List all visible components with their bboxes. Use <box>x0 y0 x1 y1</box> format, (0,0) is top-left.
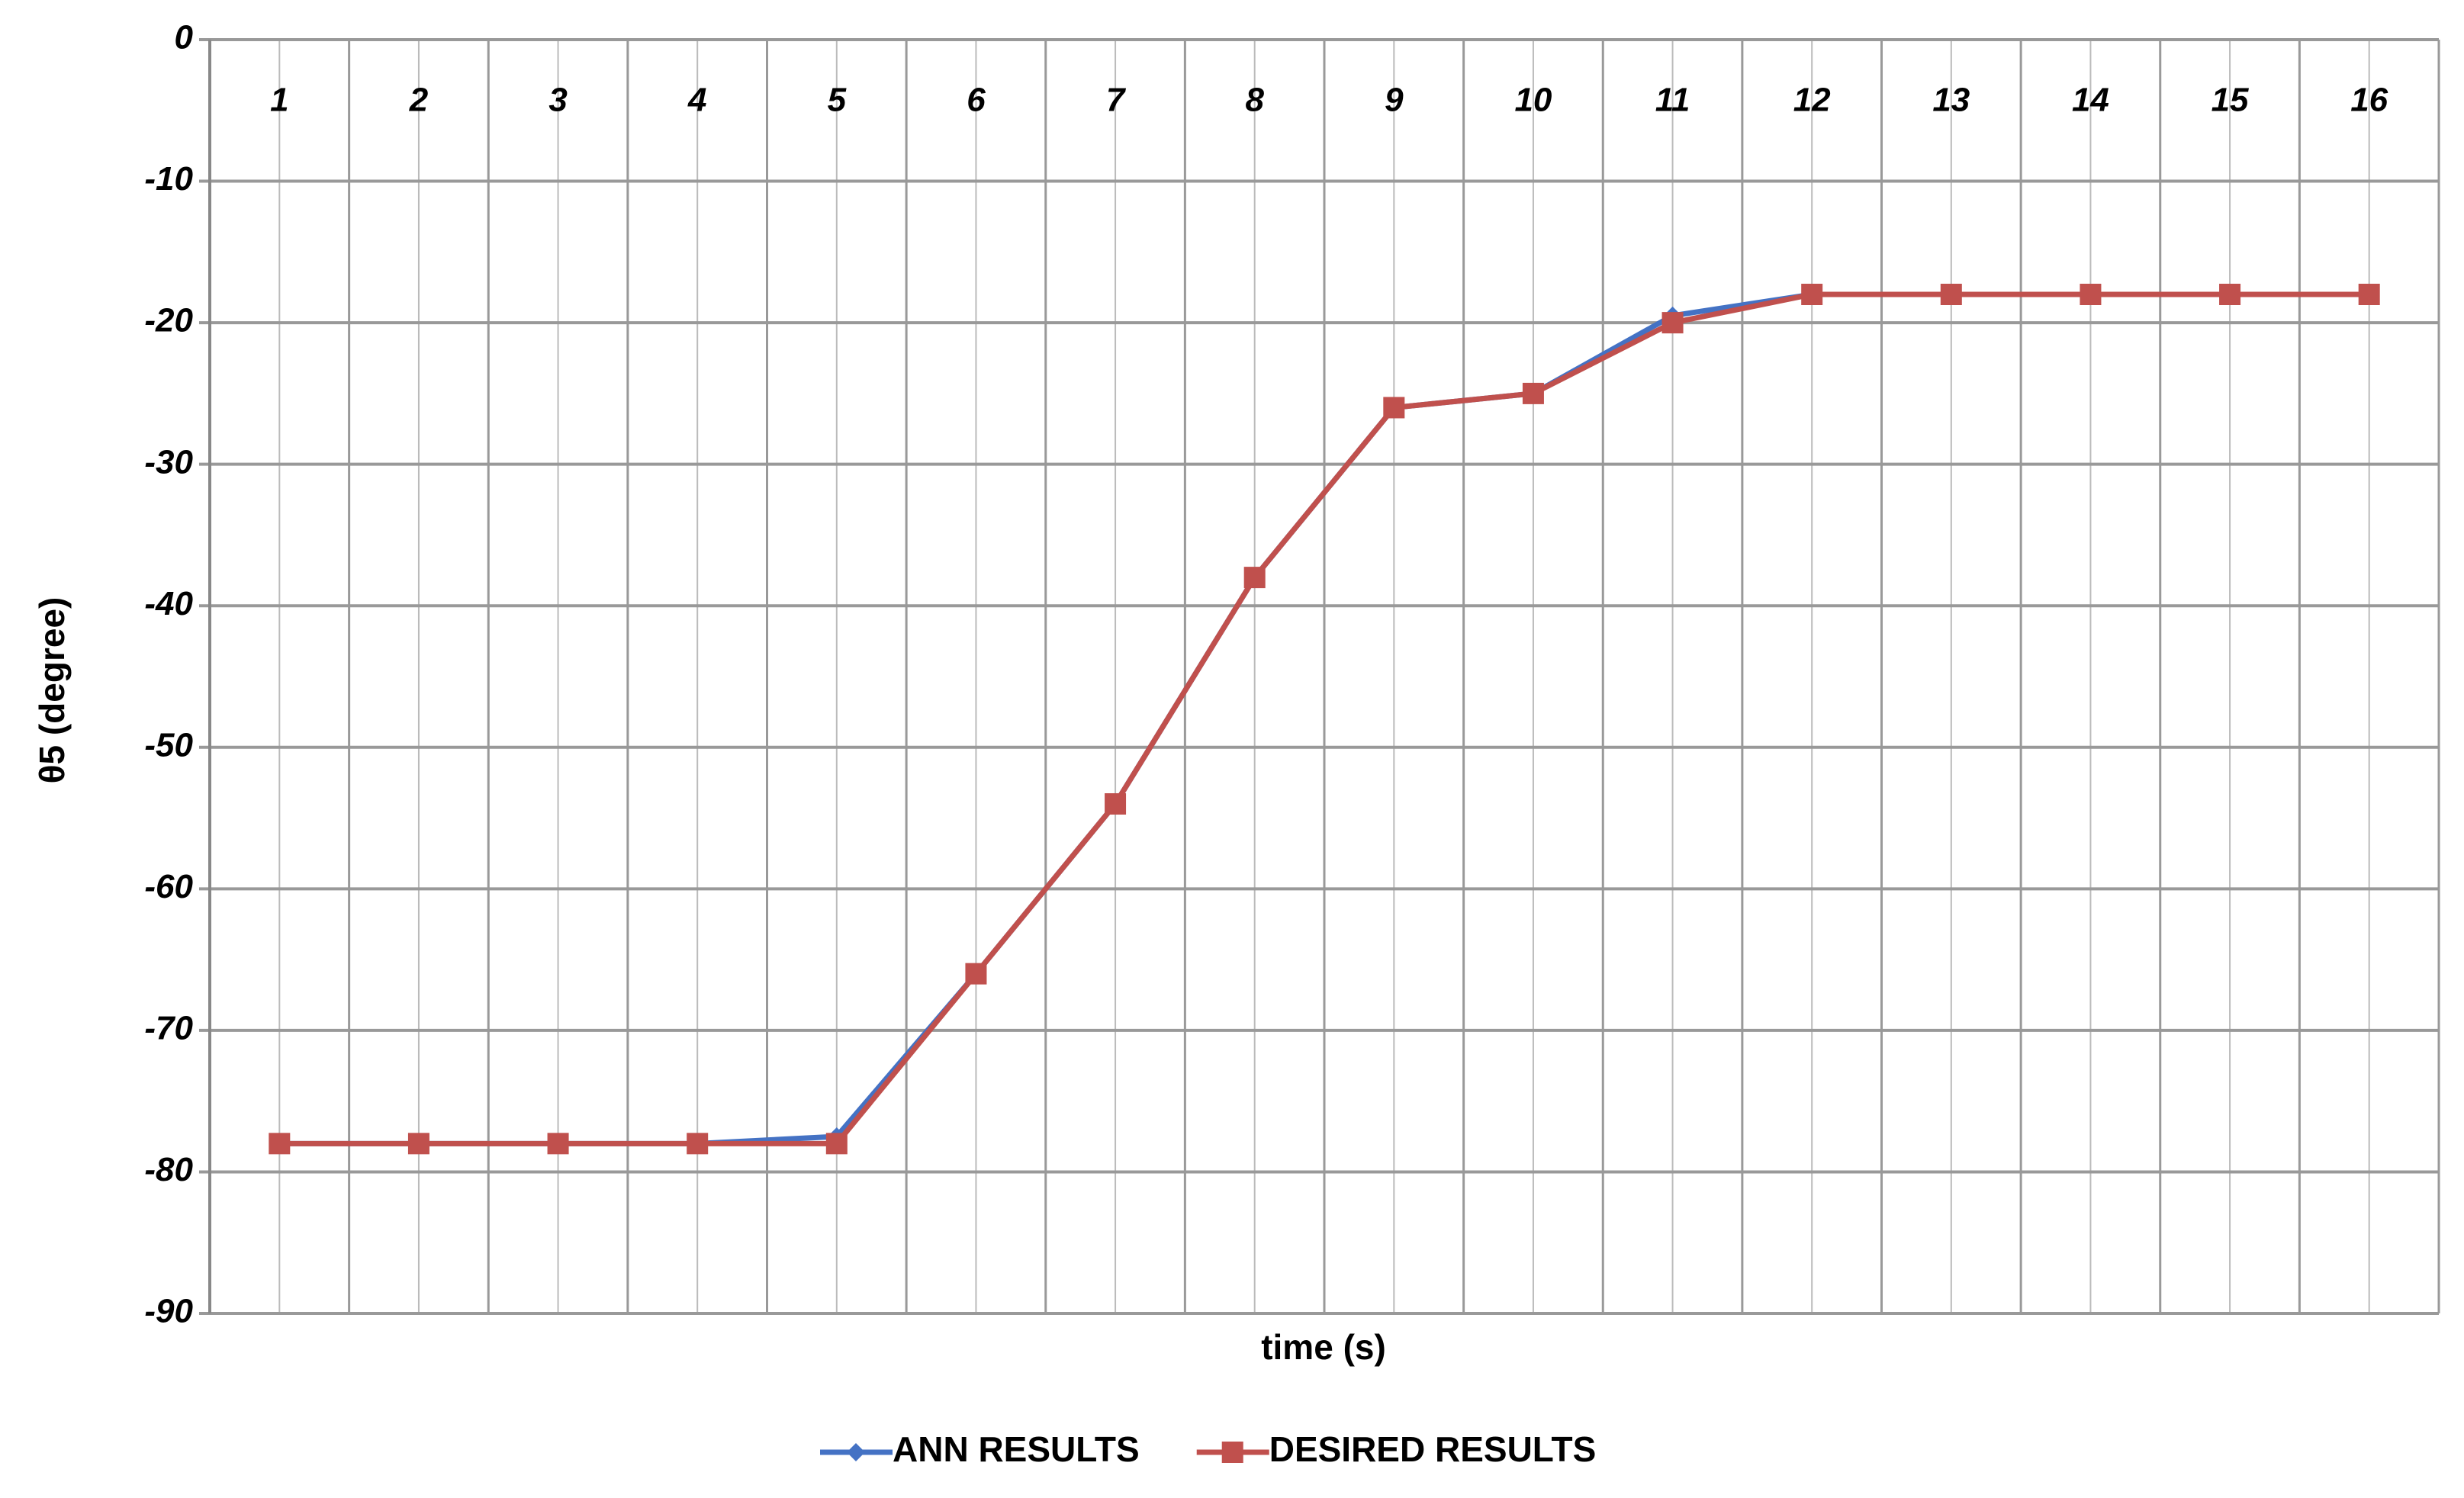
marker <box>1801 284 1823 305</box>
legend-label: DESIRED RESULTS <box>1269 1429 1597 1469</box>
marker <box>1522 382 1544 404</box>
x-tick-label: 13 <box>1932 82 1970 119</box>
x-axis-title: time (s) <box>1261 1327 1386 1367</box>
y-axis-title: θ5 (degree) <box>32 597 72 784</box>
marker <box>687 1133 709 1155</box>
x-tick-label: 2 <box>409 82 429 119</box>
x-tick-label: 10 <box>1514 82 1552 119</box>
x-tick-label: 5 <box>828 82 847 119</box>
x-tick-label: 7 <box>1106 82 1127 119</box>
x-tick-label: 1 <box>270 82 288 119</box>
marker <box>407 1133 429 1155</box>
marker <box>1940 284 1962 305</box>
x-tick-label: 8 <box>1245 82 1264 119</box>
marker <box>1105 793 1127 815</box>
y-tick-label: -40 <box>144 585 193 622</box>
marker <box>2219 284 2241 305</box>
y-tick-label: -90 <box>144 1293 193 1330</box>
x-tick-label: 11 <box>1655 82 1690 119</box>
legend-label: ANN RESULTS <box>893 1429 1140 1469</box>
marker <box>1661 312 1684 334</box>
x-tick-label: 9 <box>1385 82 1404 119</box>
x-tick-label: 12 <box>1793 82 1831 119</box>
marker <box>825 1133 848 1155</box>
y-tick-label: -20 <box>144 302 193 339</box>
marker <box>2080 284 2102 305</box>
legend-marker <box>1221 1442 1243 1463</box>
x-tick-label: 16 <box>2350 82 2388 119</box>
marker <box>269 1133 291 1155</box>
marker <box>2358 284 2380 305</box>
y-tick-label: -80 <box>144 1151 193 1188</box>
marker <box>547 1133 569 1155</box>
y-tick-label: 0 <box>175 19 194 56</box>
y-tick-label: -10 <box>144 160 193 198</box>
x-tick-label: 15 <box>2211 82 2249 119</box>
x-tick-label: 6 <box>967 82 986 119</box>
y-tick-label: -60 <box>144 868 193 905</box>
marker <box>1243 567 1266 589</box>
x-tick-label: 4 <box>687 82 706 119</box>
y-tick-label: -70 <box>144 1010 193 1047</box>
marker <box>965 963 987 985</box>
series-line <box>279 291 2369 1146</box>
x-tick-label: 14 <box>2072 82 2109 119</box>
y-tick-label: -30 <box>144 443 193 481</box>
x-tick-label: 3 <box>548 82 567 119</box>
y-tick-label: -50 <box>144 726 193 763</box>
marker <box>1383 397 1405 419</box>
legend-marker <box>847 1443 865 1461</box>
